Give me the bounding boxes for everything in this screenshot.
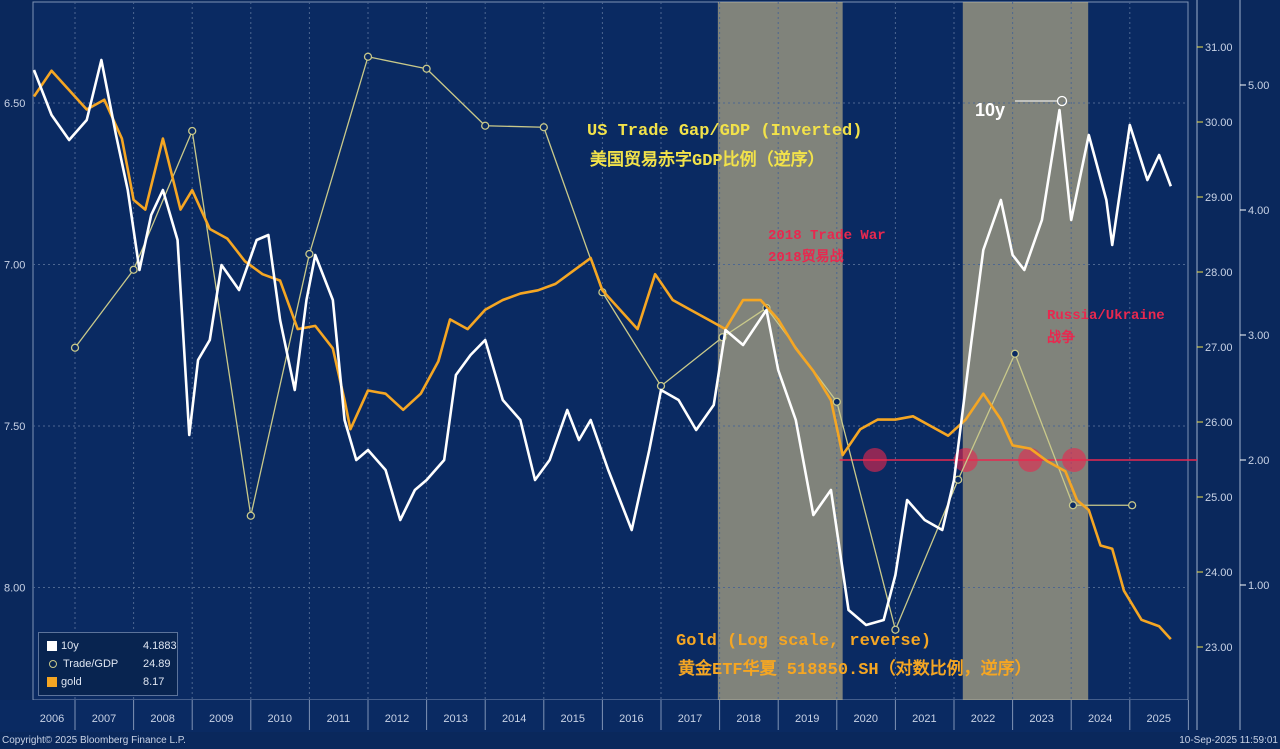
left-axis-label: 7.00 bbox=[4, 260, 25, 272]
tenyear-axis-label: 1.00 bbox=[1248, 580, 1269, 592]
trade-axis-label: 31.00 bbox=[1205, 42, 1233, 54]
x-tick-label: 2025 bbox=[1147, 713, 1171, 725]
trade-gdp-point bbox=[305, 249, 314, 259]
x-tick-label: 2011 bbox=[327, 713, 351, 725]
x-tick-label: 2007 bbox=[92, 713, 116, 725]
tenyear-axis-label: 4.00 bbox=[1248, 205, 1269, 217]
trade-axis-label: 23.00 bbox=[1205, 642, 1233, 654]
highlight-circle bbox=[1018, 448, 1043, 472]
tenyear-axis-label: 2.00 bbox=[1248, 455, 1269, 467]
shaded-period bbox=[962, 2, 1089, 700]
series-gold-line bbox=[32, 69, 1172, 641]
legend-value: 24.89 bbox=[143, 658, 171, 670]
trade-gdp-point bbox=[1010, 349, 1020, 358]
highlight-circle bbox=[953, 448, 978, 472]
trade-gdp-point bbox=[422, 64, 431, 73]
trade-gdp-point bbox=[953, 475, 963, 484]
trade-gdp-point bbox=[656, 381, 666, 391]
trade-gdp-point bbox=[246, 511, 255, 520]
trade-axis-label: 30.00 bbox=[1205, 117, 1233, 129]
x-tick-label: 2015 bbox=[561, 713, 585, 725]
trade-axis-label: 26.00 bbox=[1205, 417, 1233, 429]
annotation-gold-cn: 黄金ETF华夏 518850.SH（对数比例，逆序） bbox=[678, 661, 1032, 680]
x-tick-label: 2014 bbox=[502, 713, 526, 725]
legend-value: 4.1883 bbox=[143, 640, 177, 652]
x-tick-label: 2024 bbox=[1088, 713, 1112, 725]
trade-gdp-point bbox=[1068, 501, 1078, 510]
legend-item-gold: gold 8.17 bbox=[47, 675, 175, 689]
shaded-period bbox=[717, 2, 843, 700]
x-tick-label: 2013 bbox=[443, 713, 467, 725]
trade-axis-label: 25.00 bbox=[1205, 492, 1233, 504]
trade-gdp-point bbox=[539, 123, 548, 132]
timestamp: 10-Sep-2025 11:59:01 bbox=[1179, 735, 1278, 746]
annotation-russia-en: Russia/Ukraine bbox=[1047, 308, 1165, 324]
x-tick-label: 2018 bbox=[736, 713, 760, 725]
legend: 10y 4.1883 Trade/GDP 24.89 gold 8.17 bbox=[38, 632, 178, 696]
annotation-gold-en: Gold (Log scale, reverse) bbox=[676, 632, 932, 651]
trade-axis-label: 28.00 bbox=[1205, 267, 1233, 279]
legend-swatch bbox=[47, 677, 57, 687]
legend-item-10y: 10y 4.1883 bbox=[47, 639, 177, 653]
legend-value: 8.17 bbox=[143, 676, 165, 688]
annotation-russia-cn: 战争 bbox=[1047, 331, 1075, 347]
x-tick-label: 2009 bbox=[209, 713, 233, 725]
highlight-circle bbox=[1062, 448, 1087, 472]
x-tick-label: 2016 bbox=[619, 713, 643, 725]
trade-gdp-point bbox=[832, 397, 841, 406]
trade-gdp-point bbox=[129, 265, 138, 274]
x-tick-label: 2020 bbox=[854, 713, 878, 725]
legend-swatch bbox=[47, 641, 57, 651]
x-tick-label: 2021 bbox=[912, 713, 936, 725]
x-tick-label: 2008 bbox=[150, 713, 174, 725]
x-tick-label: 2019 bbox=[795, 713, 819, 725]
trade-gdp-point bbox=[481, 121, 490, 130]
tenyear-axis-label: 3.00 bbox=[1248, 330, 1269, 342]
trade-gdp-point bbox=[188, 126, 197, 136]
x-tick-label: 2023 bbox=[1029, 713, 1053, 725]
annotation-trade-cn: 美国贸易赤字GDP比例（逆序） bbox=[590, 152, 825, 171]
left-axis-label: 6.50 bbox=[4, 98, 25, 110]
annotation-trade-en: US Trade Gap/GDP (Inverted) bbox=[587, 122, 863, 141]
highlight-circle bbox=[862, 448, 887, 472]
trade-gdp-point bbox=[70, 343, 80, 352]
x-tick-label: 2022 bbox=[971, 713, 995, 725]
annotation-10y: 10y bbox=[975, 100, 1006, 120]
trade-axis-label: 27.00 bbox=[1205, 342, 1233, 354]
annotation-tradewar-en: 2018 Trade War bbox=[768, 228, 886, 244]
trade-gdp-point bbox=[1127, 501, 1137, 510]
legend-label: Trade/GDP bbox=[63, 658, 119, 670]
trade-axis-label: 24.00 bbox=[1205, 567, 1233, 579]
legend-label: gold bbox=[61, 676, 82, 688]
copyright: Copyright© 2025 Bloomberg Finance L.P. bbox=[2, 735, 186, 746]
x-tick-label: 2017 bbox=[678, 713, 702, 725]
tenyear-label-marker bbox=[1056, 95, 1068, 107]
x-tick-label: 2012 bbox=[385, 713, 409, 725]
tenyear-axis-label: 5.00 bbox=[1248, 80, 1269, 92]
left-axis-label: 7.50 bbox=[4, 421, 25, 433]
trade-axis-label: 29.00 bbox=[1205, 192, 1233, 204]
legend-label: 10y bbox=[61, 640, 79, 652]
series-10y-line bbox=[32, 58, 1173, 627]
trade-gdp-point bbox=[891, 625, 900, 634]
legend-item-trade-gdp: Trade/GDP 24.89 bbox=[47, 657, 175, 671]
trade-gdp-point bbox=[363, 52, 373, 61]
annotation-tradewar-cn: 2018贸易战 bbox=[768, 250, 844, 266]
x-tick-label: 2006 bbox=[40, 713, 64, 725]
left-axis-label: 8.00 bbox=[4, 583, 25, 595]
legend-marker bbox=[49, 660, 57, 668]
x-axis bbox=[0, 700, 1188, 732]
x-tick-label: 2010 bbox=[268, 713, 292, 725]
